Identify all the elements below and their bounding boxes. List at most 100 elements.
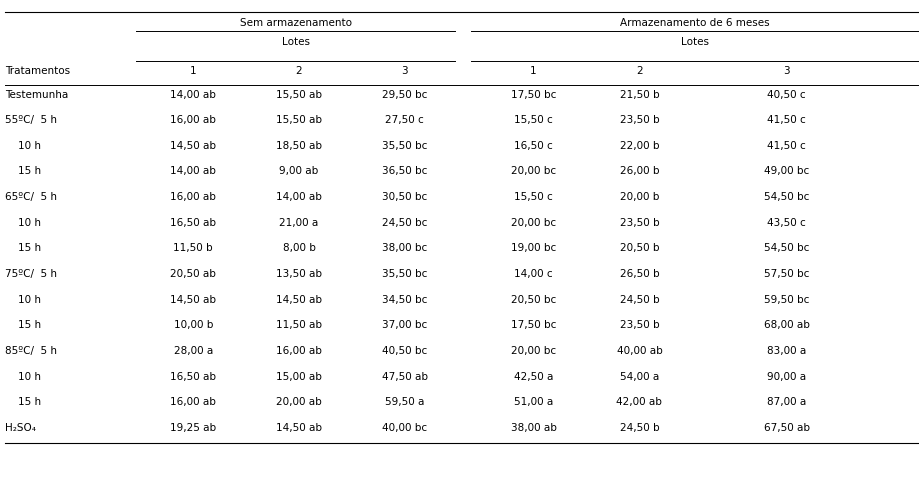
Text: Lotes: Lotes (680, 37, 708, 47)
Text: 41,50 c: 41,50 c (766, 141, 805, 151)
Text: 2: 2 (635, 66, 642, 76)
Text: 23,50 b: 23,50 b (618, 218, 659, 228)
Text: Armazenamento de 6 meses: Armazenamento de 6 meses (619, 18, 768, 28)
Text: 43,50 c: 43,50 c (766, 218, 805, 228)
Text: 42,50 a: 42,50 a (514, 372, 552, 382)
Text: 30,50 bc: 30,50 bc (381, 192, 427, 202)
Text: 18,50 ab: 18,50 ab (276, 141, 322, 151)
Text: H₂SO₄: H₂SO₄ (5, 423, 36, 433)
Text: 20,00 bc: 20,00 bc (510, 166, 556, 177)
Text: 14,50 ab: 14,50 ab (170, 141, 216, 151)
Text: 22,00 b: 22,00 b (619, 141, 658, 151)
Text: 14,00 ab: 14,00 ab (276, 192, 322, 202)
Text: 16,50 c: 16,50 c (514, 141, 552, 151)
Text: 38,00 ab: 38,00 ab (510, 423, 556, 433)
Text: 15,50 ab: 15,50 ab (276, 90, 322, 100)
Text: 21,00 a: 21,00 a (279, 218, 318, 228)
Text: 14,00 ab: 14,00 ab (170, 90, 216, 100)
Text: 20,00 bc: 20,00 bc (510, 218, 556, 228)
Text: 40,50 bc: 40,50 bc (381, 346, 427, 356)
Text: 90,00 a: 90,00 a (766, 372, 805, 382)
Text: 27,50 c: 27,50 c (385, 115, 424, 125)
Text: 10,00 b: 10,00 b (174, 320, 212, 331)
Text: 54,00 a: 54,00 a (619, 372, 658, 382)
Text: 35,50 bc: 35,50 bc (381, 269, 427, 279)
Text: 65ºC/  5 h: 65ºC/ 5 h (5, 192, 57, 202)
Text: 51,00 a: 51,00 a (514, 397, 552, 408)
Text: 14,00 ab: 14,00 ab (170, 166, 216, 177)
Text: 1: 1 (529, 66, 537, 76)
Text: 24,50 b: 24,50 b (618, 423, 659, 433)
Text: 85ºC/  5 h: 85ºC/ 5 h (5, 346, 57, 356)
Text: 16,00 ab: 16,00 ab (276, 346, 322, 356)
Text: 16,00 ab: 16,00 ab (170, 192, 216, 202)
Text: 15,50 c: 15,50 c (514, 192, 552, 202)
Text: 28,00 a: 28,00 a (174, 346, 212, 356)
Text: 49,00 bc: 49,00 bc (763, 166, 809, 177)
Text: 19,00 bc: 19,00 bc (510, 243, 556, 254)
Text: Testemunha: Testemunha (5, 90, 68, 100)
Text: 11,50 ab: 11,50 ab (276, 320, 322, 331)
Text: 11,50 b: 11,50 b (173, 243, 213, 254)
Text: 3: 3 (401, 66, 408, 76)
Text: 42,00 ab: 42,00 ab (616, 397, 662, 408)
Text: 19,25 ab: 19,25 ab (170, 423, 216, 433)
Text: 16,50 ab: 16,50 ab (170, 218, 216, 228)
Text: 24,50 bc: 24,50 bc (381, 218, 427, 228)
Text: 10 h: 10 h (5, 372, 40, 382)
Text: 20,50 b: 20,50 b (619, 243, 658, 254)
Text: 47,50 ab: 47,50 ab (381, 372, 427, 382)
Text: 38,00 bc: 38,00 bc (381, 243, 427, 254)
Text: 67,50 ab: 67,50 ab (763, 423, 809, 433)
Text: 17,50 bc: 17,50 bc (510, 320, 556, 331)
Text: 20,00 bc: 20,00 bc (510, 346, 556, 356)
Text: 24,50 b: 24,50 b (618, 295, 659, 305)
Text: 26,50 b: 26,50 b (618, 269, 659, 279)
Text: 34,50 bc: 34,50 bc (381, 295, 427, 305)
Text: 3: 3 (782, 66, 789, 76)
Text: 15 h: 15 h (5, 320, 40, 331)
Text: 37,00 bc: 37,00 bc (381, 320, 427, 331)
Text: 23,50 b: 23,50 b (618, 115, 659, 125)
Text: 14,50 ab: 14,50 ab (276, 295, 322, 305)
Text: 15 h: 15 h (5, 397, 40, 408)
Text: 40,50 c: 40,50 c (766, 90, 805, 100)
Text: 15,50 ab: 15,50 ab (276, 115, 322, 125)
Text: 9,00 ab: 9,00 ab (279, 166, 318, 177)
Text: 15 h: 15 h (5, 243, 40, 254)
Text: 14,00 c: 14,00 c (514, 269, 552, 279)
Text: Tratamentos: Tratamentos (5, 66, 70, 76)
Text: 13,50 ab: 13,50 ab (276, 269, 322, 279)
Text: 20,00 b: 20,00 b (619, 192, 658, 202)
Text: 20,00 ab: 20,00 ab (276, 397, 322, 408)
Text: 75ºC/  5 h: 75ºC/ 5 h (5, 269, 57, 279)
Text: 14,50 ab: 14,50 ab (170, 295, 216, 305)
Text: Lotes: Lotes (281, 37, 310, 47)
Text: 17,50 bc: 17,50 bc (510, 90, 556, 100)
Text: 1: 1 (189, 66, 197, 76)
Text: 68,00 ab: 68,00 ab (763, 320, 809, 331)
Text: 20,50 ab: 20,50 ab (170, 269, 216, 279)
Text: 87,00 a: 87,00 a (766, 397, 805, 408)
Text: 2: 2 (295, 66, 302, 76)
Text: 14,50 ab: 14,50 ab (276, 423, 322, 433)
Text: 26,00 b: 26,00 b (619, 166, 658, 177)
Text: Sem armazenamento: Sem armazenamento (240, 18, 351, 28)
Text: 83,00 a: 83,00 a (766, 346, 805, 356)
Text: 10 h: 10 h (5, 295, 40, 305)
Text: 15,50 c: 15,50 c (514, 115, 552, 125)
Text: 29,50 bc: 29,50 bc (381, 90, 427, 100)
Text: 40,00 ab: 40,00 ab (616, 346, 662, 356)
Text: 35,50 bc: 35,50 bc (381, 141, 427, 151)
Text: 16,50 ab: 16,50 ab (170, 372, 216, 382)
Text: 23,50 b: 23,50 b (618, 320, 659, 331)
Text: 40,00 bc: 40,00 bc (381, 423, 427, 433)
Text: 59,50 a: 59,50 a (385, 397, 424, 408)
Text: 54,50 bc: 54,50 bc (763, 243, 809, 254)
Text: 20,50 bc: 20,50 bc (510, 295, 556, 305)
Text: 57,50 bc: 57,50 bc (763, 269, 809, 279)
Text: 36,50 bc: 36,50 bc (381, 166, 427, 177)
Text: 21,50 b: 21,50 b (618, 90, 659, 100)
Text: 59,50 bc: 59,50 bc (763, 295, 809, 305)
Text: 15 h: 15 h (5, 166, 40, 177)
